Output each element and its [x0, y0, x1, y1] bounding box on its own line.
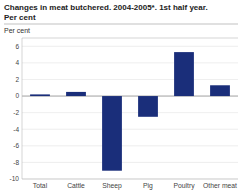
bars — [30, 52, 230, 171]
x-tick-label: Cattle — [67, 182, 85, 189]
x-tick-label: Sheep — [102, 182, 122, 190]
frame-top — [22, 38, 238, 39]
y-tick-label: 2 — [15, 76, 19, 83]
y-tick-label: 6 — [15, 43, 19, 50]
title-line: Changes in meat butchered. 2004-2005*. 1… — [4, 3, 208, 12]
bar — [30, 94, 50, 96]
separator — [4, 24, 238, 25]
grid-line — [22, 79, 238, 80]
y-tick-label: -8 — [13, 159, 19, 166]
y-label: Per cent — [4, 27, 30, 34]
y-tick-label: 0 — [15, 92, 19, 99]
title: Changes in meat butchered. 2004-2005*. 1… — [4, 3, 208, 12]
y-tick-label: -2 — [13, 109, 19, 116]
bar — [210, 85, 230, 96]
grid-line — [22, 179, 238, 180]
grid-line — [22, 62, 238, 63]
grid-line — [22, 162, 238, 163]
y-tick-label: -6 — [13, 142, 19, 149]
y-tick-label: -4 — [13, 126, 19, 133]
chart: Changes in meat butchered. 2004-2005*. 1… — [0, 0, 242, 193]
bar — [174, 52, 194, 96]
x-tick-label: Other meat — [203, 182, 237, 189]
x-tick-label: Pig — [143, 182, 153, 190]
x-tick-label: Total — [33, 182, 48, 189]
grid-line — [22, 112, 238, 113]
y-axis-line — [22, 38, 23, 179]
grid-line — [22, 129, 238, 130]
x-tick-label: Poultry — [173, 182, 195, 190]
grid-line — [22, 46, 238, 47]
grid-line — [22, 96, 238, 97]
bar — [66, 92, 86, 96]
bar — [138, 96, 158, 117]
y-tick-label: 4 — [15, 59, 19, 66]
bar — [102, 96, 122, 171]
grid-line — [22, 145, 238, 146]
subtitle: Per cent — [4, 13, 36, 22]
frame-bottom — [22, 179, 238, 180]
y-tick-label: -10 — [10, 175, 20, 182]
